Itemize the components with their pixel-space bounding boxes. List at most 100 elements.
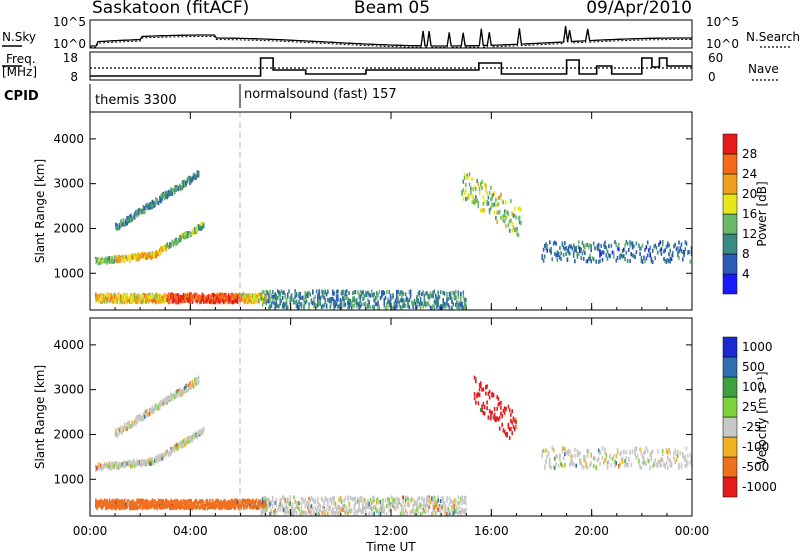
echo-cell (465, 197, 467, 201)
echo-cell (453, 507, 456, 512)
echo-cell (201, 428, 204, 433)
echo-cell (475, 400, 477, 405)
echo-cell (174, 394, 176, 399)
echo-cell (142, 299, 145, 304)
echo-cell (614, 240, 616, 245)
echo-cell (482, 401, 485, 406)
freq-unit-label: [MHz] (2, 65, 37, 79)
echo-cell (671, 253, 674, 258)
echo-cell (206, 296, 209, 301)
echo-cell (189, 297, 191, 301)
echo-cell (416, 299, 418, 304)
echo-cell (320, 304, 323, 309)
echo-cell (687, 454, 689, 458)
echo-cell (200, 299, 202, 304)
echo-cell (515, 227, 517, 231)
echo-cell (286, 294, 289, 299)
echo-cell (674, 449, 676, 454)
echo-cell (284, 500, 286, 505)
echo-cell (113, 500, 116, 504)
echo-cell (374, 504, 377, 509)
echo-cell (441, 505, 443, 510)
echo-cell (101, 502, 103, 507)
echo-cell (643, 451, 645, 456)
echo-cell (478, 186, 481, 191)
echo-cell (249, 298, 251, 303)
echo-cell (191, 228, 194, 233)
echo-cell (162, 499, 165, 503)
echo-cell (108, 260, 111, 265)
echo-cell (274, 302, 276, 307)
echo-cell (640, 259, 643, 263)
echo-cell (136, 257, 138, 262)
echo-cell (157, 300, 160, 305)
echo-cell (554, 456, 556, 461)
echo-cell (317, 301, 319, 306)
echo-cell (601, 446, 604, 451)
echo-cell (427, 498, 429, 503)
echo-cell (481, 404, 483, 409)
echo-cell (164, 196, 166, 201)
echo-cell (619, 452, 621, 457)
echo-cell (189, 381, 191, 386)
echo-cell (679, 246, 682, 251)
echo-cell (284, 510, 286, 515)
echo-cell (219, 292, 221, 297)
echo-cell (131, 499, 133, 504)
echo-cell (160, 502, 162, 507)
echo-cell (133, 460, 136, 465)
echo-cell (447, 303, 449, 308)
echo-cell (567, 245, 570, 250)
echo-cell (126, 298, 128, 303)
echo-cell (393, 505, 396, 510)
echo-cell (251, 293, 254, 298)
echo-cell (234, 502, 236, 507)
echo-cell (111, 500, 113, 505)
echo-cell (481, 185, 483, 190)
echo-cell (200, 499, 202, 504)
echo-cell (438, 503, 441, 508)
echo-cell (377, 301, 379, 306)
echo-cell (126, 427, 128, 431)
echo-cell (156, 201, 159, 206)
echo-cell (557, 251, 560, 256)
echo-cell (105, 256, 107, 261)
echo-cell (391, 305, 393, 310)
echo-cell (155, 458, 157, 463)
echo-cell (309, 498, 312, 503)
echo-cell (586, 449, 589, 453)
echo-cell (614, 459, 616, 464)
echo-cell (367, 290, 369, 295)
nave-tick-top: 60 (708, 51, 723, 65)
echo-cell (659, 460, 661, 464)
echo-cell (229, 505, 231, 510)
echo-cell (106, 499, 108, 504)
echo-cell (131, 255, 133, 260)
echo-cell (403, 504, 406, 509)
echo-cell (481, 209, 483, 214)
echo-cell (431, 496, 433, 501)
echo-cell (107, 257, 110, 262)
echo-cell (115, 294, 117, 299)
echo-cell (352, 298, 354, 303)
echo-cell (360, 498, 363, 503)
echo-cell (418, 502, 421, 506)
echo-cell (138, 294, 141, 299)
echo-cell (191, 501, 194, 506)
echo-cell (656, 250, 659, 255)
echo-cell (162, 401, 165, 406)
echo-cell (211, 504, 214, 509)
echo-cell (502, 428, 505, 433)
echo-cell (377, 305, 379, 310)
echo-cell (180, 444, 182, 449)
echo-cell (201, 295, 204, 300)
echo-cell (221, 502, 224, 507)
echo-cell (481, 387, 483, 392)
echo-cell (442, 304, 444, 309)
echo-cell (388, 508, 391, 513)
echo-cell (577, 245, 580, 250)
echo-cell (140, 300, 142, 305)
echo-cell (156, 252, 159, 257)
echo-cell (270, 509, 273, 514)
